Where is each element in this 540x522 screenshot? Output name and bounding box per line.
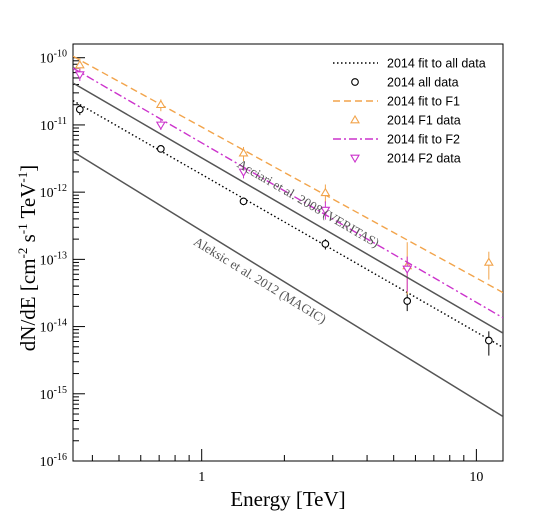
reference-line-1	[73, 82, 503, 334]
x-tick-label: 1	[198, 470, 205, 485]
y-tick-label: 10-16	[40, 452, 67, 470]
y-tick-base: 10	[40, 119, 54, 134]
data-point	[320, 206, 331, 216]
x-axis: 1 10	[91, 449, 483, 485]
y-tick-label: 10-13	[40, 250, 67, 268]
data-point	[238, 168, 249, 177]
legend-label: 2014 fit to F1	[387, 95, 460, 109]
y-tick-base: 10	[40, 455, 54, 470]
fit-line-dashed	[73, 55, 503, 294]
y-tick-label: 10-11	[40, 116, 67, 134]
legend-marker-swatch	[351, 78, 359, 86]
data-point	[239, 197, 248, 206]
legend-label: 2014 all data	[387, 76, 459, 90]
data-point	[484, 336, 493, 345]
data-point	[483, 257, 494, 266]
data-point	[403, 297, 412, 305]
data-series-1	[75, 104, 493, 356]
y-tick-exponent: -13	[54, 250, 67, 261]
data-point	[321, 240, 330, 248]
y-axis-title-part: TeV	[16, 183, 40, 224]
fit-line-dotted	[73, 100, 503, 349]
y-axis-title-superscript: -1	[15, 223, 30, 234]
y-tick-exponent: -14	[54, 318, 67, 329]
y-tick-exponent: -11	[54, 116, 67, 127]
legend: 2014 fit to all data 2014 all data 2014 fi…	[333, 57, 486, 166]
legend-marker-swatch	[350, 154, 360, 164]
y-axis-title-part: ]	[16, 165, 40, 172]
reference-annotation: Acciari et al. 2008 (VERITAS)	[235, 156, 382, 250]
legend-label: 2014 F2 data	[387, 152, 461, 166]
y-tick-base: 10	[40, 388, 54, 403]
data-point	[320, 187, 331, 197]
data-series-5	[74, 68, 413, 292]
y-axis-title-superscript: -1	[15, 172, 30, 183]
y-tick-exponent: -15	[54, 385, 67, 396]
x-tick-label: 10	[469, 470, 483, 485]
reference-line-2	[73, 151, 503, 418]
legend-label: 2014 fit to F2	[387, 133, 460, 147]
data-point	[155, 99, 166, 109]
y-tick-base: 10	[40, 52, 54, 67]
reference-annotation: Aleksic et al. 2012 (MAGIC)	[191, 234, 329, 327]
plot-area-border	[72, 43, 504, 462]
plot-frame	[72, 43, 504, 462]
y-tick-base: 10	[40, 186, 54, 201]
data-point	[74, 59, 85, 69]
y-axis-title-part: s	[16, 234, 40, 247]
y-axis-title-part: dN/dE [cm	[16, 258, 40, 351]
y-tick-label: 10-12	[40, 183, 67, 201]
y-tick-label: 10-14	[40, 318, 67, 336]
y-tick-exponent: -16	[54, 452, 67, 463]
data-point	[75, 105, 84, 114]
y-tick-exponent: -12	[54, 183, 67, 194]
y-tick-base: 10	[40, 253, 54, 268]
fit-line-dashdot	[73, 67, 503, 319]
y-tick-base: 10	[40, 321, 54, 336]
legend-marker-swatch	[350, 114, 360, 124]
legend-label: 2014 fit to all data	[387, 57, 486, 71]
y-tick-label: 10-15	[40, 385, 67, 403]
legend-label: 2014 F1 data	[387, 114, 461, 128]
series-layer	[73, 55, 503, 418]
y-axis-title-superscript: -2	[15, 248, 30, 259]
y-tick-exponent: -10	[54, 49, 67, 60]
x-axis-title: Energy [TeV]	[230, 487, 345, 511]
y-tick-label: 10-10	[40, 49, 67, 67]
data-point	[402, 265, 413, 275]
data-point	[155, 121, 166, 131]
data-point	[156, 145, 165, 153]
data-point	[74, 71, 85, 80]
y-axis-title: dN/dE [cm-2 s-1 TeV-1]	[15, 165, 40, 351]
data-point	[238, 148, 249, 157]
